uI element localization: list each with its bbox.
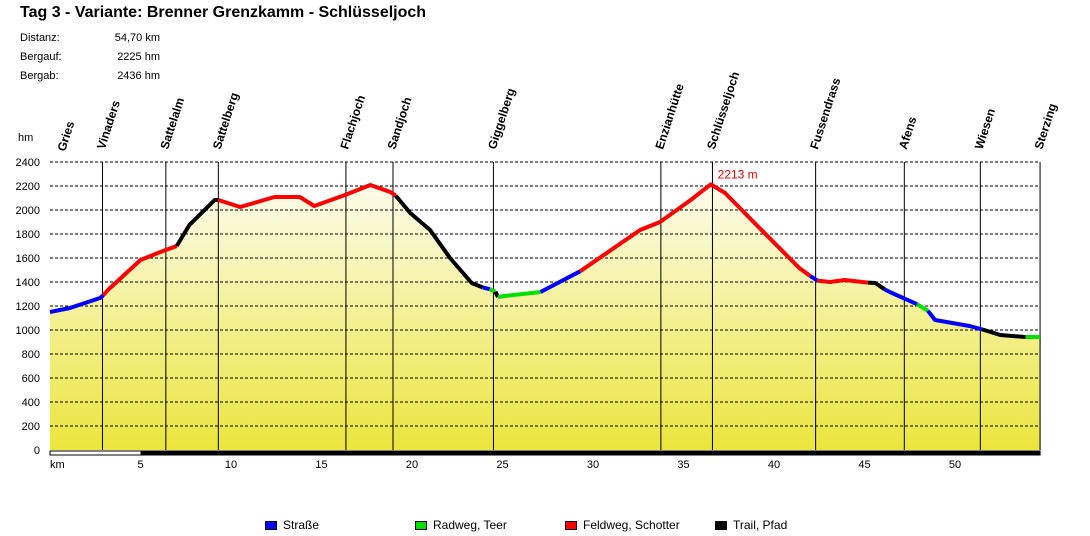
route-segment-trail xyxy=(867,280,886,291)
legend-item-trail: Trail, Pfad xyxy=(715,518,787,532)
y-tick-label: 200 xyxy=(22,421,40,433)
stat-descent-label: Bergab: xyxy=(20,70,59,82)
waypoint-label: Vinaders xyxy=(94,98,123,151)
y-tick-label: 2000 xyxy=(16,205,40,217)
legend-label: Radweg, Teer xyxy=(433,518,507,532)
x-axis-bar-segment xyxy=(140,451,322,455)
legend-swatch xyxy=(715,520,727,530)
x-tick-label: 15 xyxy=(315,459,327,471)
waypoint-label: Sattelalm xyxy=(157,96,187,151)
x-tick-label: 10 xyxy=(225,459,237,471)
x-tick-label: 30 xyxy=(587,459,599,471)
y-tick-label: 400 xyxy=(22,397,40,409)
route-segment-trail xyxy=(493,290,500,298)
route-segment-strasse xyxy=(883,287,918,307)
y-tick-label: 1000 xyxy=(16,325,40,337)
stat-ascent-label: Bergauf: xyxy=(20,51,62,63)
waypoint-label: Gries xyxy=(55,119,78,153)
stat-descent-value: 2436 hm xyxy=(117,70,160,82)
waypoint-label: Flachjoch xyxy=(337,93,368,151)
y-tick-label: 2200 xyxy=(16,181,40,193)
waypoint-label: Afens xyxy=(896,115,920,151)
x-axis-label: km xyxy=(50,459,65,471)
route-segment-strasse xyxy=(482,285,491,292)
elevation-area xyxy=(50,184,1041,450)
route-segment-radweg xyxy=(915,302,929,313)
x-tick-label: 50 xyxy=(949,459,961,471)
y-tick-label: 1400 xyxy=(16,277,40,289)
legend-swatch xyxy=(265,520,277,530)
waypoint-label: Schlüsseljoch xyxy=(704,70,742,151)
route-segment-feldweg xyxy=(817,278,869,285)
y-tick-label: 0 xyxy=(34,445,40,457)
legend-swatch xyxy=(565,520,577,530)
chart-title: Tag 3 - Variante: Brenner Grenzkamm - Sc… xyxy=(20,4,427,21)
waypoint-label: Sattelberg xyxy=(210,91,241,151)
route-segment-strasse xyxy=(926,309,983,332)
waypoint-label: Wiesen xyxy=(972,107,998,151)
legend-label: Feldweg, Schotter xyxy=(583,518,680,532)
route-segment-feldweg xyxy=(579,182,812,278)
x-axis-bar-segment xyxy=(683,451,865,455)
x-tick-label: 25 xyxy=(496,459,508,471)
x-tick-label: 35 xyxy=(677,459,689,471)
route-segment-radweg xyxy=(497,290,541,299)
legend-swatch xyxy=(415,520,427,530)
route-segment-feldweg xyxy=(101,244,178,297)
x-tick-label: 20 xyxy=(406,459,418,471)
x-axis-bar-segment xyxy=(321,451,503,455)
waypoint-label: Sterzing xyxy=(1032,102,1060,151)
y-tick-label: 1600 xyxy=(16,253,40,265)
legend-label: Trail, Pfad xyxy=(733,518,788,532)
route-segment-strasse xyxy=(49,293,105,314)
stat-distance-label: Distanz: xyxy=(20,32,60,44)
y-axis-label: hm xyxy=(18,132,33,144)
route-segment-strasse xyxy=(809,274,819,283)
route-segment-trail xyxy=(394,194,484,290)
legend-item-strasse: Straße xyxy=(265,518,319,532)
route-segment-strasse xyxy=(539,269,582,294)
y-tick-label: 1200 xyxy=(16,301,40,313)
route-segment-feldweg xyxy=(217,183,397,209)
waypoint-label: Sandjoch xyxy=(385,95,415,151)
legend-item-radweg: Radweg, Teer xyxy=(415,518,507,532)
legend-item-feldweg: Feldweg, Schotter xyxy=(565,518,680,532)
y-tick-label: 600 xyxy=(22,373,40,385)
waypoint-label: Giggelberg xyxy=(485,86,518,151)
waypoint-label: Enzianhütte xyxy=(652,82,686,151)
x-tick-label: 5 xyxy=(137,459,143,471)
stat-ascent-value: 2225 hm xyxy=(117,51,160,63)
x-tick-label: 45 xyxy=(858,459,870,471)
y-tick-label: 2400 xyxy=(16,157,40,169)
stat-distance-value: 54,70 km xyxy=(114,32,160,44)
waypoint-label: Fussendrass xyxy=(807,76,843,151)
x-axis-bar-segment xyxy=(864,451,1041,455)
y-tick-label: 800 xyxy=(22,349,40,361)
x-tick-label: 40 xyxy=(768,459,780,471)
legend-label: Straße xyxy=(283,518,320,532)
route-segment-trail xyxy=(981,327,1026,339)
y-tick-label: 1800 xyxy=(16,229,40,241)
route-segment-radweg xyxy=(489,287,497,294)
route-segment-trail xyxy=(174,198,219,248)
x-axis-bar-segment xyxy=(502,451,684,455)
peak-annotation: 2213 m xyxy=(718,167,758,181)
